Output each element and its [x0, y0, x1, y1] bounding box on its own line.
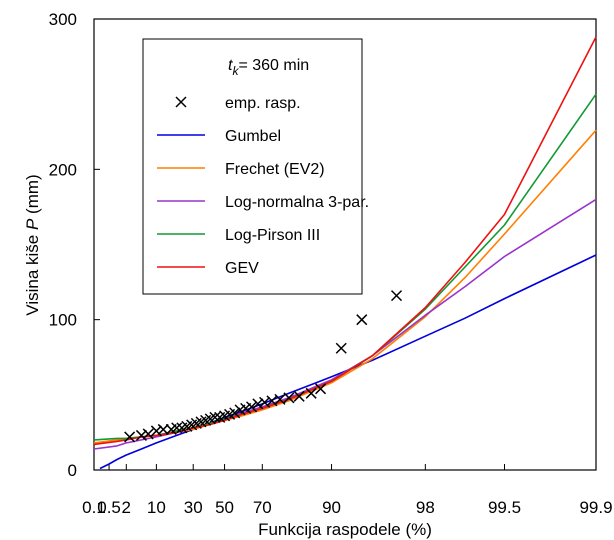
- legend-label: GEV: [225, 260, 259, 277]
- x-tick-label: 0.1: [82, 498, 106, 517]
- empirical-point: [142, 428, 154, 440]
- x-tick-label: 99.9: [579, 498, 612, 517]
- empirical-point: [390, 290, 403, 302]
- x-axis-label: Funkcija raspodele (%): [258, 520, 432, 539]
- y-tick-label: 100: [49, 311, 77, 330]
- empirical-point: [157, 423, 169, 435]
- x-tick-label: 2: [122, 498, 131, 517]
- legend-title-symbol: t: [228, 57, 233, 74]
- empirical-point: [356, 314, 368, 326]
- empirical-point: [246, 401, 258, 413]
- empirical-points: [124, 290, 403, 443]
- legend-label: Log-normalna 3-par.: [225, 194, 369, 211]
- series-line-gumbel: [99, 254, 597, 470]
- legend-label: Log-Pirson III: [225, 227, 320, 244]
- y-tick-label: 200: [49, 160, 77, 179]
- legend-box: [142, 38, 363, 295]
- y-axis-label: Visina kiše P (mm): [23, 174, 42, 315]
- x-tick-label: 50: [215, 498, 234, 517]
- empirical-point: [305, 387, 317, 399]
- legend-label: emp. rasp.: [225, 95, 301, 112]
- legend-title-subscript: k: [232, 64, 239, 78]
- y-axis-label-variable: P: [23, 218, 42, 230]
- legend-label: Frechet (EV2): [225, 161, 325, 178]
- x-tick-label: 99.5: [488, 498, 521, 517]
- empirical-point: [124, 431, 136, 443]
- empirical-point: [150, 425, 162, 437]
- empirical-point: [315, 383, 327, 395]
- legend-items: emp. rasp. Gumbel Frechet (EV2) Log-normaln…: [157, 95, 369, 277]
- legend-label: Gumbel: [225, 128, 281, 145]
- legend-title-value: = 360 min: [238, 57, 309, 74]
- x-tick-label: 10: [147, 498, 166, 517]
- legend: tk= 360 min emp. rasp. Gumbel Frechet (EV2…: [142, 38, 369, 295]
- x-tick-label: 98: [416, 498, 435, 517]
- empirical-point: [252, 398, 264, 410]
- x-tick-label: 70: [253, 498, 272, 517]
- y-tick-label: 300: [49, 10, 77, 29]
- empirical-point: [335, 342, 347, 354]
- x-axis-ticks: 0.10.5 2 10 30 50 70 90 98 99.5 99.9: [82, 464, 613, 517]
- empirical-point: [209, 411, 221, 423]
- legend-title: tk= 360 min: [228, 57, 309, 78]
- y-axis-label-prefix: Visina kiše: [23, 230, 42, 316]
- y-axis-ticks: 0 100 200 300: [49, 10, 100, 480]
- y-axis-label-suffix: (mm): [23, 174, 42, 218]
- y-tick-label: 0: [68, 461, 77, 480]
- empirical-point: [283, 392, 295, 404]
- empirical-point: [135, 429, 147, 441]
- empirical-point: [274, 393, 286, 405]
- x-tick-label: 30: [184, 498, 203, 517]
- legend-marker-empirical: [175, 96, 187, 108]
- empirical-point: [293, 390, 305, 402]
- empirical-point: [229, 407, 241, 419]
- x-tick-label: 90: [322, 498, 341, 517]
- x-tick-label: 0.5: [97, 498, 121, 517]
- empirical-point: [171, 422, 183, 434]
- plot-frame: [93, 18, 597, 471]
